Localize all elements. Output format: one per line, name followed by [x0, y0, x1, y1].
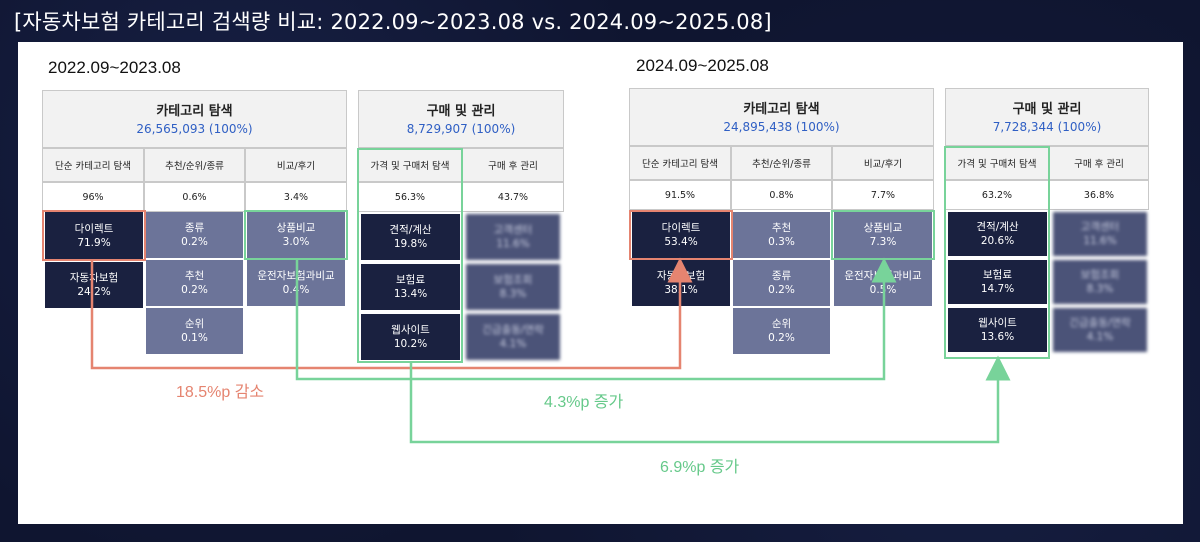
right-purchase-total: 7,728,344 (100%) — [992, 120, 1102, 134]
left-purchase-title: 구매 및 관리 — [426, 104, 496, 119]
left-explore-header: 카테고리 탐색 26,565,093 (100%) — [42, 90, 347, 148]
left-block-quote: 견적/계산 19.8% — [361, 214, 460, 260]
left-block-product-compare: 상품비교 3.0% — [247, 212, 345, 258]
right-explore-col-pct: 0.8% — [731, 180, 832, 210]
right-explore-col-pct: 7.7% — [832, 180, 934, 210]
right-block-blurred: 긴급출동/연락 4.1% — [1053, 308, 1147, 352]
right-block-recommend: 추천 0.3% — [733, 212, 830, 258]
left-block-direct: 다이렉트 71.9% — [45, 212, 143, 260]
left-block-recommend: 추천 0.2% — [146, 260, 243, 306]
left-purchase-header: 구매 및 관리 8,729,907 (100%) — [358, 90, 564, 148]
left-explore-col-label: 추천/순위/종류 — [144, 148, 245, 182]
right-explore-title: 카테고리 탐색 — [743, 102, 820, 117]
page-title: [자동차보험 카테고리 검색량 비교: 2022.09~2023.08 vs. … — [14, 10, 772, 34]
left-block-premium: 보험료 13.4% — [361, 264, 460, 310]
compare-change-label: 4.3%p 증가 — [544, 394, 624, 411]
left-explore-total: 26,565,093 (100%) — [136, 122, 253, 136]
right-period-label: 2024.09~2025.08 — [636, 56, 769, 75]
compare-change-arrow — [295, 257, 897, 381]
left-purchase-col-label: 구매 후 관리 — [462, 148, 564, 182]
right-explore-total: 24,895,438 (100%) — [723, 120, 840, 134]
right-explore-col-label: 비교/후기 — [832, 146, 934, 180]
right-block-type: 종류 0.2% — [733, 260, 830, 306]
right-explore-col-label: 추천/순위/종류 — [731, 146, 832, 180]
right-block-product-compare: 상품비교 7.3% — [834, 212, 932, 258]
left-purchase-col-pct: 56.3% — [358, 182, 462, 212]
right-block-direct: 다이렉트 53.4% — [632, 212, 730, 258]
right-block-quote: 견적/계산 20.6% — [948, 212, 1047, 256]
left-explore-col-label: 비교/후기 — [245, 148, 347, 182]
right-explore-header: 카테고리 탐색 24,895,438 (100%) — [629, 88, 934, 146]
left-explore-col-pct: 0.6% — [144, 182, 245, 212]
left-period-label: 2022.09~2023.08 — [48, 58, 181, 77]
left-purchase-total: 8,729,907 (100%) — [406, 122, 516, 136]
right-explore-col-label: 단순 카테고리 탐색 — [629, 146, 731, 180]
right-purchase-header: 구매 및 관리 7,728,344 (100%) — [945, 88, 1149, 146]
left-purchase-col-label: 가격 및 구매처 탐색 — [358, 148, 462, 182]
right-explore-col-pct: 91.5% — [629, 180, 731, 210]
change-arrows — [90, 257, 1011, 444]
right-purchase-col-pct: 63.2% — [945, 180, 1049, 210]
right-purchase-title: 구매 및 관리 — [1012, 102, 1082, 117]
left-block-rank: 순위 0.1% — [146, 308, 243, 354]
left-explore-col-pct: 3.4% — [245, 182, 347, 212]
left-explore-title: 카테고리 탐색 — [156, 104, 233, 119]
left-block-type: 종류 0.2% — [146, 212, 243, 258]
right-block-website: 웹사이트 13.6% — [948, 308, 1047, 352]
left-block-website: 웹사이트 10.2% — [361, 314, 460, 360]
right-block-premium: 보험료 14.7% — [948, 260, 1047, 304]
left-block-blurred: 고객센터 11.6% — [466, 214, 560, 260]
left-block-auto-insurance: 자동차보험 24.2% — [45, 262, 143, 308]
comparison-panel: 2022.09~2023.08 카테고리 탐색 26,565,093 (100%… — [18, 42, 1183, 524]
right-block-rank: 순위 0.2% — [733, 308, 830, 354]
right-block-blurred: 보험조회 8.3% — [1053, 260, 1147, 304]
direct-change-label: 18.5%p 감소 — [176, 384, 265, 401]
left-block-blurred: 긴급출동/연락 4.1% — [466, 314, 560, 360]
right-purchase-col-pct: 36.8% — [1049, 180, 1149, 210]
website-change-arrow — [409, 355, 1011, 444]
left-purchase-col-pct: 43.7% — [462, 182, 564, 212]
right-block-blurred: 고객센터 11.6% — [1053, 212, 1147, 256]
left-block-blurred: 보험조회 8.3% — [466, 264, 560, 310]
direct-change-arrow — [90, 257, 693, 370]
website-change-label: 6.9%p 증가 — [660, 459, 740, 476]
left-explore-col-pct: 96% — [42, 182, 144, 212]
left-explore-col-label: 단순 카테고리 탐색 — [42, 148, 144, 182]
right-purchase-col-label: 구매 후 관리 — [1049, 146, 1149, 180]
